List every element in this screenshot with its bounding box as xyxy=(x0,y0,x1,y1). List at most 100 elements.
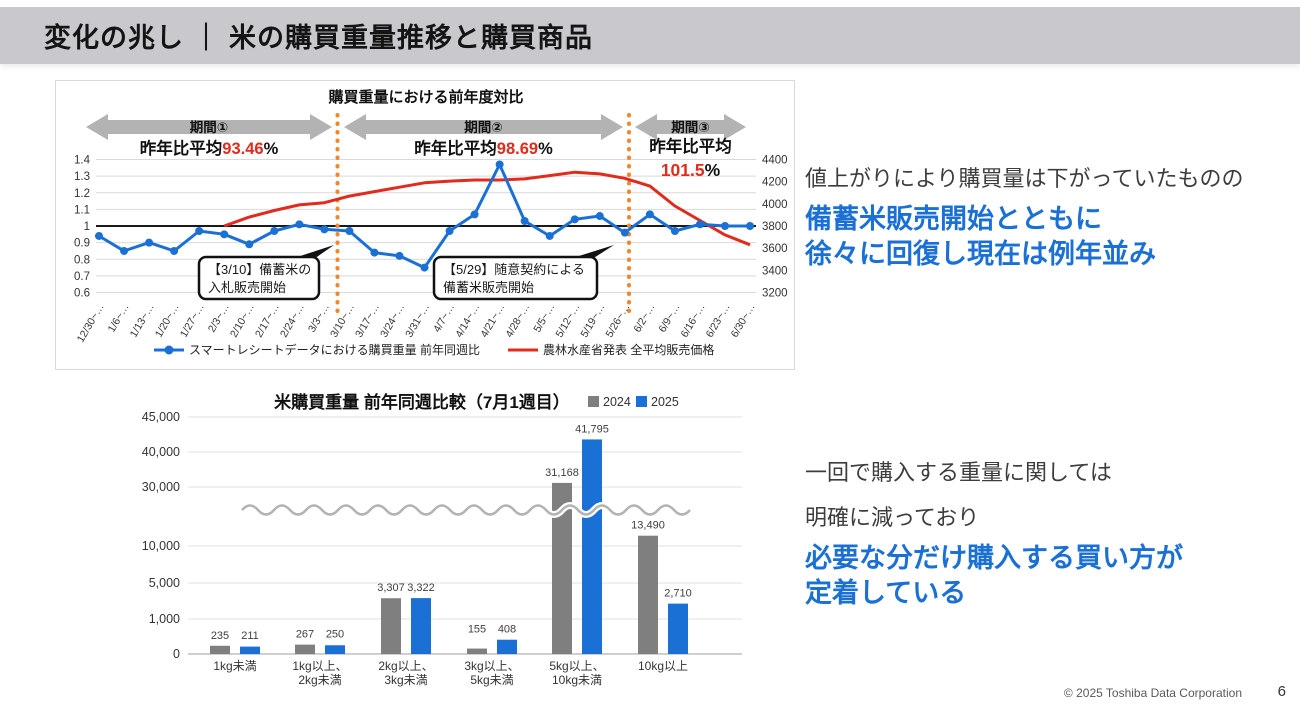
callout-text-line1: 【3/10】備蓄米の xyxy=(208,262,311,277)
svg-text:3/3~…: 3/3~… xyxy=(306,302,332,335)
bar-2025 xyxy=(582,439,602,654)
bar-category-label: 2kg未満 xyxy=(298,673,341,687)
bar-chart: 45,000 40,000 30,000 10,000 5,000 1,000 0 米購買重量… xyxy=(142,392,742,687)
bar-groups: 235 211 1kg未満 267 250 1kg以上、2kg未満 3,307 3,322 2k… xyxy=(210,423,692,687)
bar-y-axis-tick: 45,000 xyxy=(142,410,180,424)
svg-text:5/5~…: 5/5~… xyxy=(531,301,557,334)
bar-value-label: 211 xyxy=(241,630,259,642)
period-label: 期間③ xyxy=(671,120,709,135)
insight-bottom-line3: 必要な分だけ購入する買い方が xyxy=(805,543,1183,573)
bar-value-label: 408 xyxy=(498,624,516,636)
bar-2025 xyxy=(240,646,260,654)
insight-bottom-line2: 明確に減っており xyxy=(805,505,980,530)
period-label: 期間① xyxy=(190,120,228,135)
line-chart: 1.4 1.3 1.2 1.1 1 0.9 0.8 0.7 0.6 4400 4200 4000 380… xyxy=(74,88,788,357)
bar-2025 xyxy=(497,639,517,654)
svg-text:2/24~…: 2/24~… xyxy=(278,302,307,340)
insight-top: 値上がりにより購買量は下がっていたものの 備蓄米販売開始とともに 徐々に回復し現… xyxy=(805,161,1243,272)
bar-value-label: 155 xyxy=(468,624,486,636)
bar-2025 xyxy=(325,645,345,654)
bar-2025 xyxy=(411,598,431,654)
svg-text:1/6~…: 1/6~… xyxy=(106,302,132,335)
svg-text:4/7~…: 4/7~… xyxy=(431,302,457,335)
left-axis-tick: 0.9 xyxy=(74,238,90,250)
bar-category-label: 5kg未満 xyxy=(470,673,513,687)
bar-value-label: 2,710 xyxy=(664,588,692,600)
bar-y-axis-tick: 5,000 xyxy=(149,576,180,590)
price-line-series xyxy=(223,170,751,247)
right-axis-tick: 3200 xyxy=(762,288,788,300)
left-axis-tick: 1.2 xyxy=(74,188,90,200)
bar-2024 xyxy=(467,648,487,654)
left-axis-tick: 1 xyxy=(84,221,90,233)
left-axis-tick: 0.7 xyxy=(74,271,90,283)
legend-red-label: 農林水産省発表 全平均販売価格 xyxy=(543,342,714,357)
period-stat-value: 101.5% xyxy=(661,160,721,180)
right-axis-tick: 4200 xyxy=(762,177,788,189)
line-chart-x-labels: 12/30~… 1/6~…1/13~…1/20~…1/27~… 2/3~…2/10~… xyxy=(75,301,758,344)
insight-bottom: 一回で購入する重量に関しては 明確に減っており 必要な分だけ購入する買い方が 定… xyxy=(805,455,1183,611)
left-axis-tick: 0.6 xyxy=(74,288,90,300)
left-axis-tick: 0.8 xyxy=(74,254,90,266)
insight-bottom-line4: 定着している xyxy=(805,578,967,608)
legend-2025-label: 2025 xyxy=(651,395,679,409)
bar-value-label: 31,168 xyxy=(545,467,579,479)
period-stat: 昨年比平均98.69% xyxy=(414,138,553,158)
right-axis-tick: 3600 xyxy=(762,243,788,255)
bar-value-label: 267 xyxy=(296,629,314,641)
svg-text:3/31~…: 3/31~… xyxy=(403,302,432,340)
bar-y-axis-tick: 1,000 xyxy=(149,612,180,626)
bar-category-label: 2kg以上、 xyxy=(378,659,433,673)
period-arrow xyxy=(635,114,746,140)
legend-2024-swatch-icon xyxy=(588,396,599,407)
bar-chart-title: 米購買重量 前年同週比較（7月1週目） xyxy=(274,392,570,412)
svg-text:6/2~…: 6/2~… xyxy=(631,302,657,335)
bar-value-label: 41,795 xyxy=(575,423,609,435)
axis-break-squiggle-icon xyxy=(241,504,691,516)
bar-2024 xyxy=(552,482,572,654)
svg-text:1/27~…: 1/27~… xyxy=(178,302,207,340)
line-chart-panel: 1.4 1.3 1.2 1.1 1 0.9 0.8 0.7 0.6 4400 4200 4000 380… xyxy=(55,80,795,370)
legend-2025-swatch-icon xyxy=(636,396,647,407)
insight-top-line1: 値上がりにより購買量は下がっていたものの xyxy=(805,166,1244,191)
right-axis-tick: 4400 xyxy=(762,155,788,167)
bar-category-label: 3kg以上、 xyxy=(464,659,519,673)
insight-top-line2: 備蓄米販売開始とともに xyxy=(805,204,1102,234)
svg-text:6/30~…: 6/30~… xyxy=(729,302,758,340)
right-axis-tick: 4000 xyxy=(762,199,788,211)
footer: © 2025 Toshiba Data Corporation 6 xyxy=(0,682,1300,704)
left-axis-tick: 1.4 xyxy=(74,155,91,167)
insight-top-line3: 徐々に回復し現在は例年並み xyxy=(805,239,1156,269)
legend-blue-label: スマートレシートデータにおける購買重量 前年同週比 xyxy=(189,342,480,357)
period-stat: 昨年比平均93.46% xyxy=(140,138,279,158)
bar-value-label: 13,490 xyxy=(631,520,665,532)
callout-text-line1: 【5/29】随意契約による xyxy=(443,262,585,277)
bar-category-label: 10kg未満 xyxy=(552,673,602,687)
right-axis-tick: 3400 xyxy=(762,265,788,277)
bar-y-axis-tick: 0 xyxy=(173,647,180,661)
period-arrow xyxy=(344,114,623,140)
bar-2024 xyxy=(638,535,658,654)
bar-category-label: 1kg以上、 xyxy=(292,659,347,673)
bar-value-label: 235 xyxy=(211,630,229,642)
weight-ratio-markers xyxy=(95,160,755,272)
svg-text:5/26~…: 5/26~… xyxy=(604,302,633,340)
callout-text-line2: 入札販売開始 xyxy=(208,280,286,295)
left-axis-tick: 1.3 xyxy=(74,171,90,183)
bar-category-label: 5kg以上、 xyxy=(549,659,604,673)
bar-category-label: 3kg未満 xyxy=(384,673,427,687)
callout-box xyxy=(432,255,599,301)
bar-2025 xyxy=(668,603,688,654)
header-band: 変化の兆し ｜ 米の購買重量推移と購買商品 xyxy=(0,7,1300,64)
bar-2024 xyxy=(210,645,230,654)
bar-2024 xyxy=(381,598,401,654)
svg-text:6/9~…: 6/9~… xyxy=(657,302,683,335)
bar-value-label: 3,307 xyxy=(377,582,405,594)
page-title: 変化の兆し ｜ 米の購買重量推移と購買商品 xyxy=(44,23,594,53)
callout-box xyxy=(197,255,321,301)
line-chart-legend: スマートレシートデータにおける購買重量 前年同週比 農林水産省発表 全平均販売価格 xyxy=(154,342,714,357)
copyright: © 2025 Toshiba Data Corporation xyxy=(1063,686,1242,700)
bar-value-label: 250 xyxy=(326,629,344,641)
period-stat: 昨年比平均 xyxy=(649,136,732,156)
legend-2024-label: 2024 xyxy=(603,395,631,409)
